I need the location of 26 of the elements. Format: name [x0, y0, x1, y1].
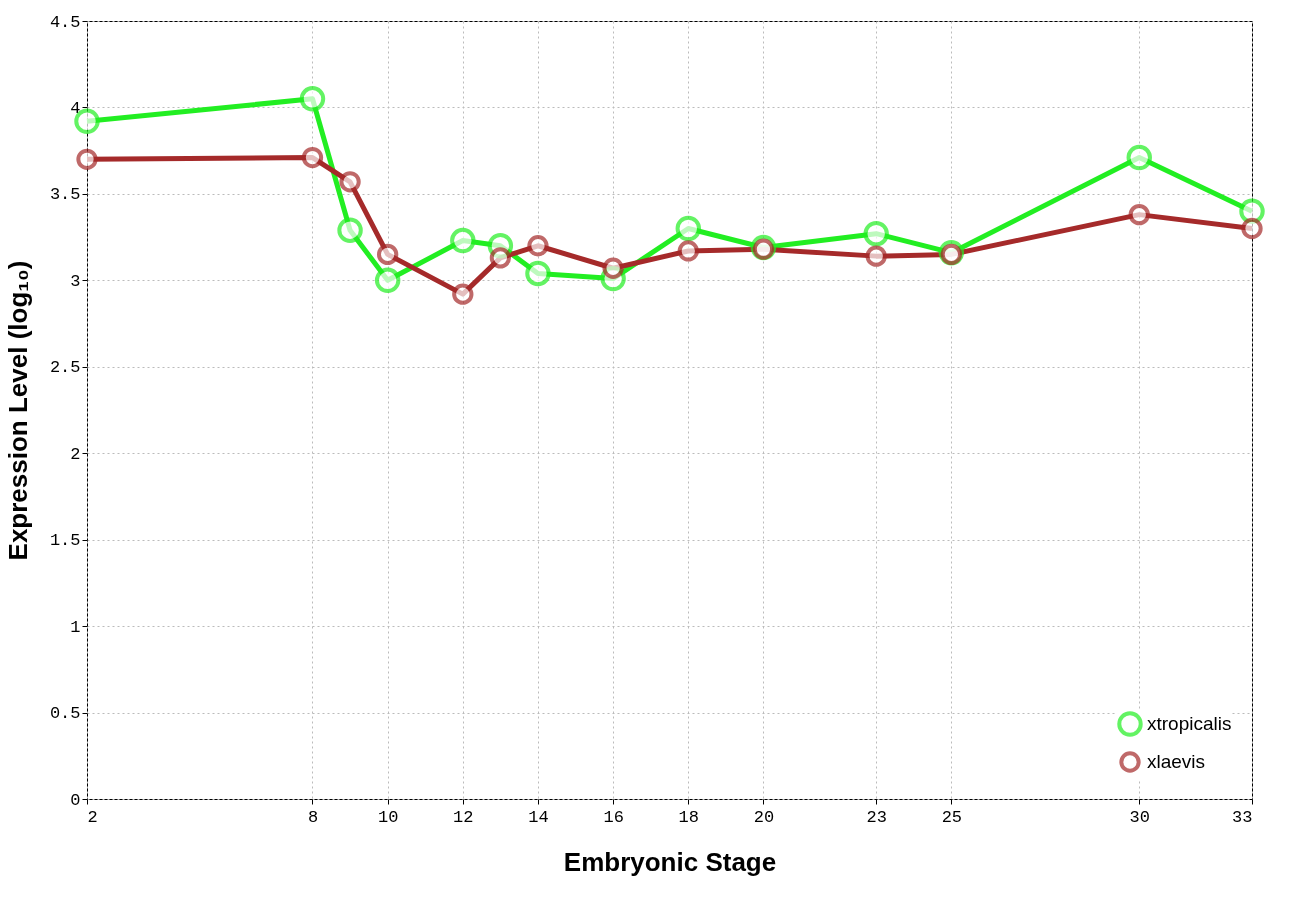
x-tick-label: 8	[307, 807, 319, 827]
x-tick-label: 12	[453, 807, 474, 827]
y-tick-label: 3	[70, 271, 81, 291]
x-tick-label: 16	[603, 807, 624, 827]
y-tick-label: 1.5	[49, 531, 81, 551]
y-tick-label: 4	[70, 98, 81, 118]
x-tick-label: 30	[1129, 807, 1150, 827]
x-tick-label: 10	[377, 807, 399, 827]
x-tick-label: 20	[753, 807, 775, 827]
y-tick-label: 0	[70, 790, 81, 810]
y-axis-title: Expression Level (log₁₀)	[2, 260, 33, 561]
x-tick-label: 14	[528, 807, 549, 827]
legend-label: xtropicalis	[1147, 713, 1232, 734]
x-tick-label: 2	[87, 807, 98, 827]
y-tick-label: 0.5	[49, 704, 81, 724]
y-tick-label: 3.5	[49, 185, 81, 205]
y-tick-label: 4.5	[49, 12, 81, 32]
x-axis-title: Embryonic Stage	[563, 846, 777, 877]
x-tick-label: 33	[1232, 807, 1253, 827]
x-tick-label: 18	[678, 807, 699, 827]
x-tick-label: 25	[941, 807, 963, 827]
legend-label: xlaevis	[1147, 751, 1206, 772]
x-tick-label: 23	[866, 807, 887, 827]
y-tick-label: 1	[70, 617, 81, 637]
y-tick-label: 2	[70, 444, 81, 464]
y-tick-label: 2.5	[49, 358, 81, 378]
